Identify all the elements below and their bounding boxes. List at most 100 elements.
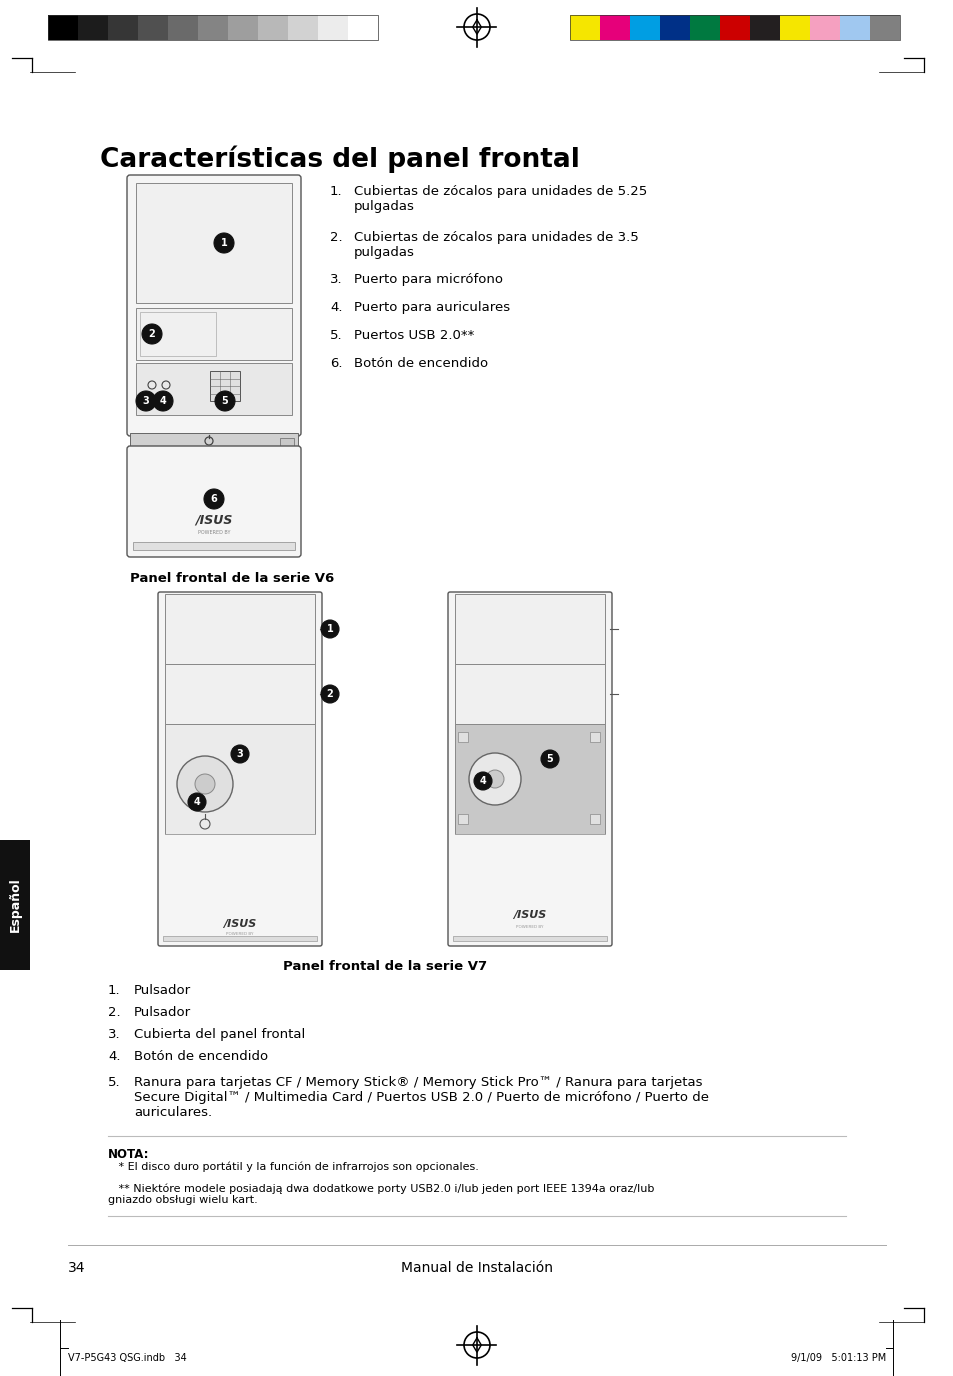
Text: Panel frontal de la serie V6: Panel frontal de la serie V6: [130, 572, 334, 585]
Text: 5: 5: [546, 754, 553, 764]
Text: Ranura para tarjetas CF / Memory Stick® / Memory Stick Pro™ / Ranura para tarjet: Ranura para tarjetas CF / Memory Stick® …: [133, 1076, 708, 1119]
Bar: [168, 15, 198, 40]
Text: Pulsador: Pulsador: [133, 984, 191, 998]
Bar: [569, 15, 599, 40]
Bar: [130, 433, 297, 449]
Text: POWERED BY: POWERED BY: [226, 932, 253, 936]
Text: n    ♪: n ♪: [150, 398, 164, 403]
Circle shape: [177, 755, 233, 812]
FancyBboxPatch shape: [127, 175, 301, 436]
Circle shape: [320, 685, 338, 703]
Text: 9/1/09   5:01:13 PM: 9/1/09 5:01:13 PM: [790, 1353, 885, 1364]
Bar: [163, 936, 316, 941]
Bar: [78, 15, 108, 40]
Circle shape: [152, 391, 172, 411]
Bar: [629, 15, 659, 40]
Text: Cubiertas de zócalos para unidades de 3.5
pulgadas: Cubiertas de zócalos para unidades de 3.…: [354, 231, 639, 259]
Text: 3: 3: [236, 749, 243, 760]
Bar: [132, 542, 294, 550]
Bar: [659, 15, 689, 40]
Bar: [317, 15, 348, 40]
Text: Pulsador: Pulsador: [133, 1006, 191, 1020]
Bar: [257, 15, 288, 40]
Text: Cubiertas de zócalos para unidades de 5.25
pulgadas: Cubiertas de zócalos para unidades de 5.…: [354, 184, 646, 213]
Bar: [455, 665, 604, 724]
Bar: [136, 363, 292, 416]
Text: 4.: 4.: [108, 1050, 120, 1064]
Text: 1: 1: [326, 623, 333, 634]
Text: 4.: 4.: [330, 301, 342, 314]
Bar: [720, 15, 749, 40]
Circle shape: [188, 793, 206, 810]
Text: 5.: 5.: [108, 1076, 120, 1088]
Text: Manual de Instalación: Manual de Instalación: [400, 1260, 553, 1276]
Bar: [689, 15, 720, 40]
Bar: [138, 15, 168, 40]
Bar: [198, 15, 228, 40]
Text: Botón de encendido: Botón de encendido: [354, 356, 488, 370]
Text: 1: 1: [220, 238, 227, 248]
Circle shape: [213, 233, 233, 253]
Bar: [457, 815, 468, 824]
FancyBboxPatch shape: [448, 592, 612, 947]
Circle shape: [142, 323, 162, 344]
Text: 6.: 6.: [330, 356, 342, 370]
Text: 3.: 3.: [330, 272, 342, 286]
Bar: [569, 15, 899, 40]
Bar: [589, 815, 599, 824]
Text: Puerto para micrófono: Puerto para micrófono: [354, 272, 502, 286]
Bar: [165, 665, 314, 724]
Bar: [840, 15, 869, 40]
Bar: [589, 732, 599, 742]
Text: Características del panel frontal: Características del panel frontal: [100, 144, 579, 172]
Bar: [108, 15, 138, 40]
Text: 2: 2: [326, 689, 333, 699]
Text: 2: 2: [149, 329, 155, 338]
Circle shape: [469, 753, 520, 805]
Bar: [809, 15, 840, 40]
Text: /ISUS: /ISUS: [513, 910, 546, 921]
Bar: [280, 438, 294, 446]
Bar: [780, 15, 809, 40]
Circle shape: [320, 621, 338, 638]
Text: POWERED BY: POWERED BY: [197, 530, 230, 534]
Bar: [455, 594, 604, 665]
Text: 3: 3: [143, 396, 150, 406]
Circle shape: [485, 771, 503, 788]
Bar: [348, 15, 377, 40]
Bar: [228, 15, 257, 40]
Bar: [136, 308, 292, 361]
Bar: [869, 15, 899, 40]
Bar: [136, 183, 292, 303]
Text: 6: 6: [211, 494, 217, 504]
Bar: [455, 724, 604, 834]
Text: /ISUS: /ISUS: [195, 513, 233, 527]
Text: ** Niektóre modele posiadają dwa dodatkowe porty USB2.0 i/lub jeden port IEEE 13: ** Niektóre modele posiadają dwa dodatko…: [108, 1183, 654, 1205]
Text: 3.: 3.: [108, 1028, 120, 1042]
FancyBboxPatch shape: [158, 592, 322, 947]
Bar: [599, 15, 629, 40]
Text: Cubierta del panel frontal: Cubierta del panel frontal: [133, 1028, 305, 1042]
Circle shape: [474, 772, 492, 790]
Bar: [48, 15, 78, 40]
Text: Puertos USB 2.0**: Puertos USB 2.0**: [354, 329, 474, 343]
Text: Puerto para auriculares: Puerto para auriculares: [354, 301, 510, 314]
Text: 34: 34: [68, 1260, 86, 1276]
Text: 5.: 5.: [330, 329, 342, 343]
Text: 5: 5: [221, 396, 228, 406]
Text: Español: Español: [9, 878, 22, 933]
Text: * El disco duro portátil y la función de infrarrojos son opcionales.: * El disco duro portátil y la función de…: [108, 1161, 478, 1172]
Bar: [749, 15, 780, 40]
Circle shape: [214, 391, 234, 411]
Text: Botón de encendido: Botón de encendido: [133, 1050, 268, 1064]
Circle shape: [136, 391, 156, 411]
Text: 2.: 2.: [330, 231, 342, 244]
Circle shape: [194, 775, 214, 794]
Text: 4: 4: [193, 797, 200, 806]
Text: 4: 4: [479, 776, 486, 786]
Text: 1.: 1.: [108, 984, 120, 998]
Text: Panel frontal de la serie V7: Panel frontal de la serie V7: [283, 960, 487, 973]
Circle shape: [231, 744, 249, 764]
Text: POWERED BY: POWERED BY: [516, 925, 543, 929]
Text: /ISUS: /ISUS: [223, 919, 256, 929]
